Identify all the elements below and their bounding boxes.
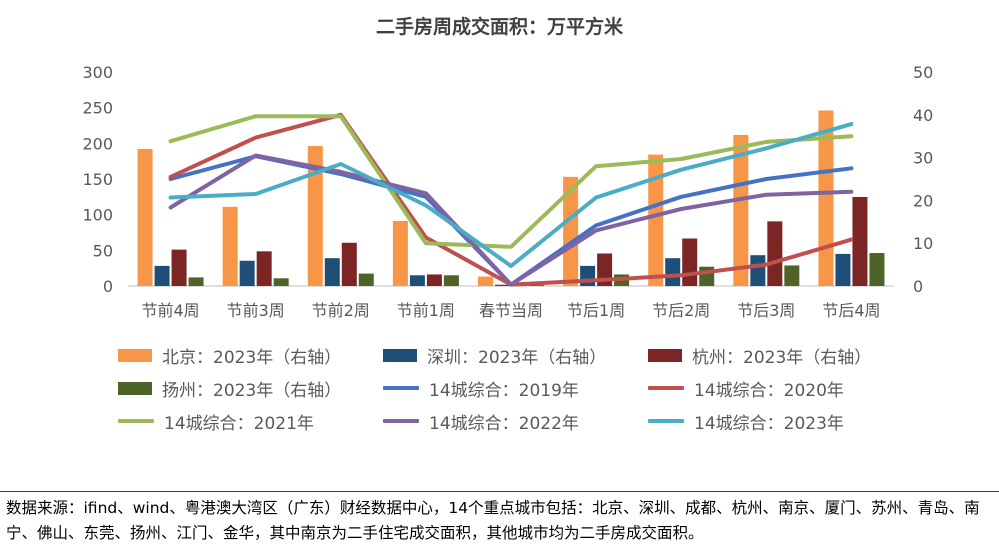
legend-label: 14城综合：2020年 [694,380,844,401]
bar-1-1 [239,260,255,286]
legend-label: 14城综合：2022年 [429,413,579,434]
bar-0-1 [222,206,238,286]
y-right-tick-label: 30 [913,149,933,168]
y-right-tick-label: 10 [913,234,933,253]
y-right-tick-label: 50 [913,63,933,82]
x-tick-label: 春节当周 [479,301,543,320]
y-right-tick-label: 0 [913,277,923,296]
bar-3-2 [358,273,374,286]
bar-0-8 [818,110,834,287]
x-tick-label: 节后3周 [737,301,795,320]
legend-swatch [383,348,417,362]
y-left-tick-label: 100 [82,206,113,225]
bar-0-3 [392,220,408,286]
bar-2-2 [341,242,357,286]
x-tick-label: 节后1周 [567,301,625,320]
legend-swatch [383,386,419,390]
line-series-4 [168,122,854,268]
chart-area: 0 50 100 150 200 250 300 0 10 20 30 40 50 节前4周 节前3周 节前2… [82,63,933,320]
bar-3-4 [529,285,544,286]
legend-item: 14城综合：2023年 [648,410,844,434]
legend-label: 14城综合：2021年 [164,413,314,434]
x-tick-label: 节前4周 [141,301,199,320]
source-note: 数据来源：ifind、wind、粤港澳大湾区（广东）财经数据中心，14个重点城市… [6,499,980,542]
legend-item: 14城综合：2021年 [118,410,314,434]
legend-item: 深圳：2023年（右轴） [383,344,607,368]
bar-2-7 [767,221,783,286]
source-divider [0,491,999,492]
legend-label: 14城综合：2019年 [429,380,579,401]
bar-0-4 [478,276,493,286]
bar-0-0 [137,149,153,286]
legend-swatch [118,381,152,395]
legend-item: 杭州：2023年（右轴） [648,344,872,368]
bar-0-7 [733,134,749,286]
bar-3-0 [188,277,204,286]
legend-swatch [648,348,682,362]
bar-1-0 [154,265,170,286]
x-tick-label: 节后2周 [652,301,710,320]
bar-2-8 [852,196,868,286]
bar-1-7 [750,255,766,286]
bar-3-8 [869,253,885,286]
legend-item: 扬州：2023年（右轴） [118,377,342,401]
line-series-1 [168,112,854,287]
line-series-3 [168,153,854,287]
legend-item: 北京：2023年（右轴） [118,344,342,368]
bar-0-5 [563,176,579,286]
legend-item: 14城综合：2022年 [383,410,579,434]
line-series-2 [168,114,854,249]
legend-label: 深圳：2023年（右轴） [427,347,607,368]
y-left-tick-label: 150 [82,170,113,189]
legend-swatch [118,419,154,423]
legend-label: 扬州：2023年（右轴） [162,380,342,401]
legend-item: 14城综合：2020年 [648,377,844,401]
legend-swatch [648,386,684,390]
legend-swatch [648,419,684,423]
bar-1-4 [495,284,510,286]
bar-2-0 [171,249,187,286]
legend-label: 杭州：2023年（右轴） [692,347,872,368]
bar-1-8 [835,253,851,286]
legend-label: 北京：2023年（右轴） [162,347,342,368]
y-left-tick-label: 50 [93,241,113,260]
x-tick-label: 节前3周 [227,301,285,320]
x-tick-label: 节前1周 [397,301,455,320]
bar-0-6 [648,154,664,286]
bar-1-6 [665,258,681,286]
bar-2-3 [426,274,442,286]
bar-3-7 [784,265,800,286]
y-left-tick-label: 200 [82,134,113,153]
y-left-tick-label: 0 [103,277,113,296]
y-right-tick-label: 20 [913,191,933,210]
y-right-tick-label: 40 [913,106,933,125]
legend-label: 14城综合：2023年 [694,413,844,434]
legend-swatch [118,348,152,362]
bar-3-1 [273,278,289,286]
bar-0-2 [307,146,323,286]
x-tick-label: 节前2周 [312,301,370,320]
bar-3-3 [443,275,459,286]
bar-2-6 [682,238,698,286]
legend-swatch [383,419,419,423]
legend-item: 14城综合：2019年 [383,377,579,401]
bar-1-3 [409,275,425,286]
chart-title: 二手房周成交面积：万平方米 [375,16,623,38]
y-left-tick-label: 250 [82,99,113,118]
y-left-tick-label: 300 [82,63,113,82]
x-tick-label: 节后4周 [822,301,880,320]
bar-1-2 [324,258,340,286]
bar-2-1 [256,251,272,286]
